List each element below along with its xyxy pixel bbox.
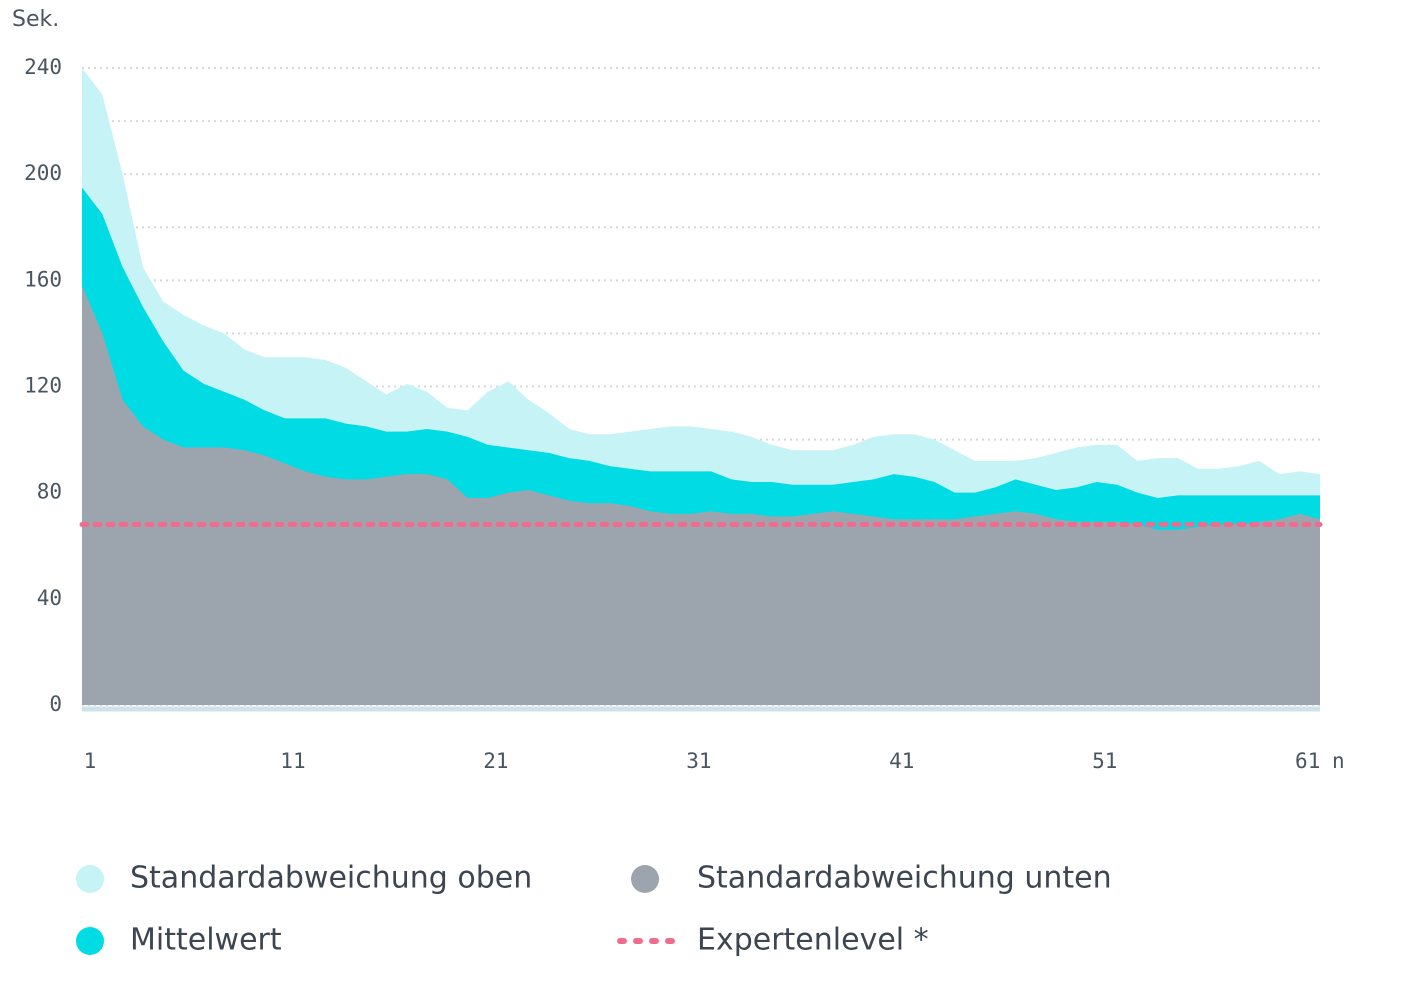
y-tick-label: 40 [37, 586, 62, 610]
legend-marker [76, 865, 104, 893]
legend-marker [631, 865, 659, 893]
y-axis-label: Sek. [12, 7, 59, 32]
legend-marker [76, 927, 104, 955]
x-tick-label: 21 [483, 749, 508, 773]
legend-label: Mittelwert [130, 923, 282, 958]
legend-label: Standardabweichung unten [697, 861, 1112, 896]
x-tick-label: 31 [686, 749, 711, 773]
x-axis-label: n [1332, 749, 1345, 773]
y-tick-label: 160 [24, 267, 62, 291]
x-tick-label: 61 [1295, 749, 1320, 773]
x-tick-label: 11 [280, 749, 305, 773]
y-tick-label: 0 [49, 692, 62, 716]
legend-label: Standardabweichung oben [130, 861, 532, 896]
x-tick-label: 41 [889, 749, 914, 773]
legend-label: Expertenlevel * [697, 923, 929, 958]
y-tick-label: 240 [24, 55, 62, 79]
x-tick-label: 1 [84, 749, 97, 773]
x-tick-label: 51 [1092, 749, 1117, 773]
y-tick-label: 120 [24, 374, 62, 398]
y-tick-label: 80 [37, 480, 62, 504]
y-tick-label: 200 [24, 161, 62, 185]
area [82, 285, 1320, 705]
